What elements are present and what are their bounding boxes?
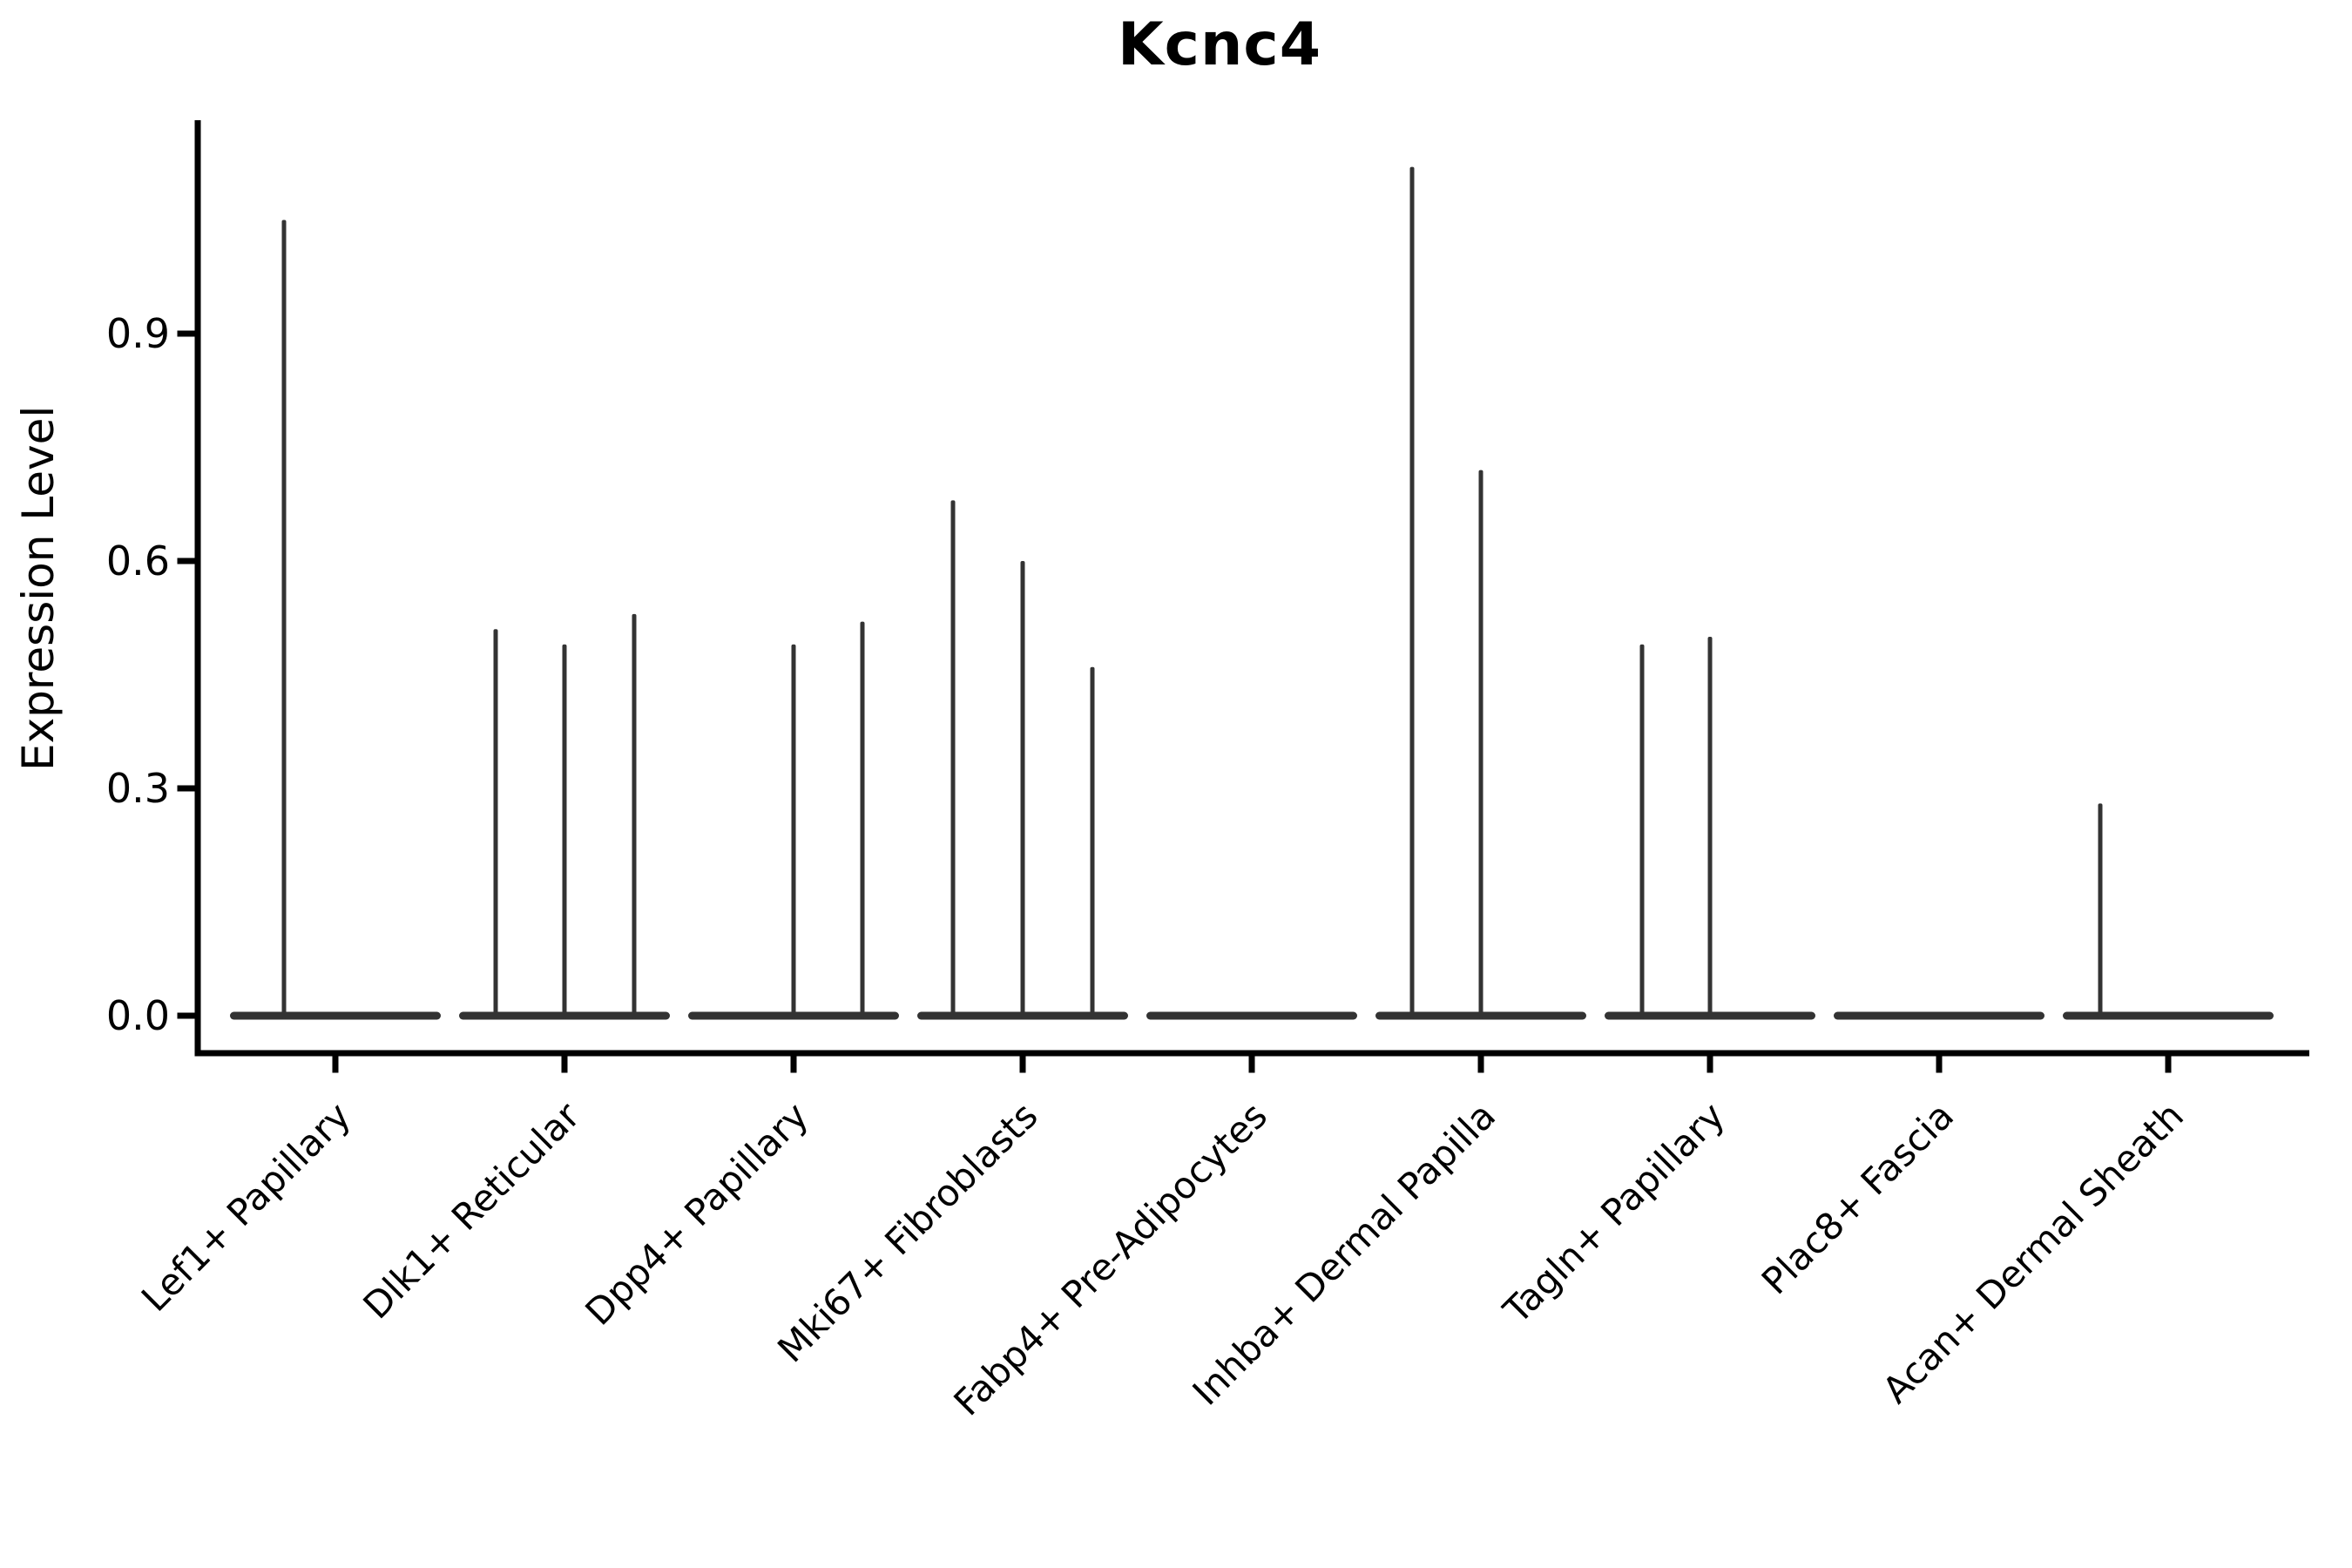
y-tick-label: 0.9 [106, 310, 170, 357]
violin-spike [632, 613, 637, 1018]
y-axis-spine [194, 120, 201, 1057]
violin-spike [1707, 637, 1713, 1018]
x-tick [1019, 1056, 1026, 1073]
violin-spike [860, 621, 865, 1018]
y-tick [177, 330, 195, 337]
violin-spike [2098, 803, 2103, 1018]
x-axis-spine [194, 1050, 2309, 1057]
violin-spike [1478, 470, 1484, 1018]
violin-base [2063, 1011, 2274, 1020]
y-tick-label: 0.3 [106, 765, 170, 812]
x-tick [1248, 1056, 1255, 1073]
y-tick-label: 0.6 [106, 537, 170, 585]
x-tick [1936, 1056, 1943, 1073]
x-tick [1477, 1056, 1484, 1073]
violin-spike [281, 220, 287, 1018]
y-tick [177, 785, 195, 792]
violin-spike [562, 644, 567, 1018]
y-tick [177, 558, 195, 564]
violin-spike [1020, 561, 1025, 1018]
x-tick [1707, 1056, 1713, 1073]
y-tick [177, 1012, 195, 1019]
violin-spike [1639, 644, 1645, 1018]
violin-spike [1090, 666, 1095, 1018]
x-tick [2165, 1056, 2172, 1073]
violin-base [1146, 1011, 1357, 1020]
chart-title: Kcnc4 [1117, 10, 1322, 79]
x-tick [561, 1056, 568, 1073]
violin-spike [950, 500, 956, 1018]
violin-base [230, 1011, 441, 1020]
x-tick [790, 1056, 797, 1073]
violin-spike [493, 629, 498, 1018]
y-tick-label: 0.0 [106, 992, 170, 1039]
violin-base [1834, 1011, 2044, 1020]
x-tick [332, 1056, 339, 1073]
violin-spike [1409, 166, 1415, 1019]
violin-spike [791, 644, 796, 1018]
